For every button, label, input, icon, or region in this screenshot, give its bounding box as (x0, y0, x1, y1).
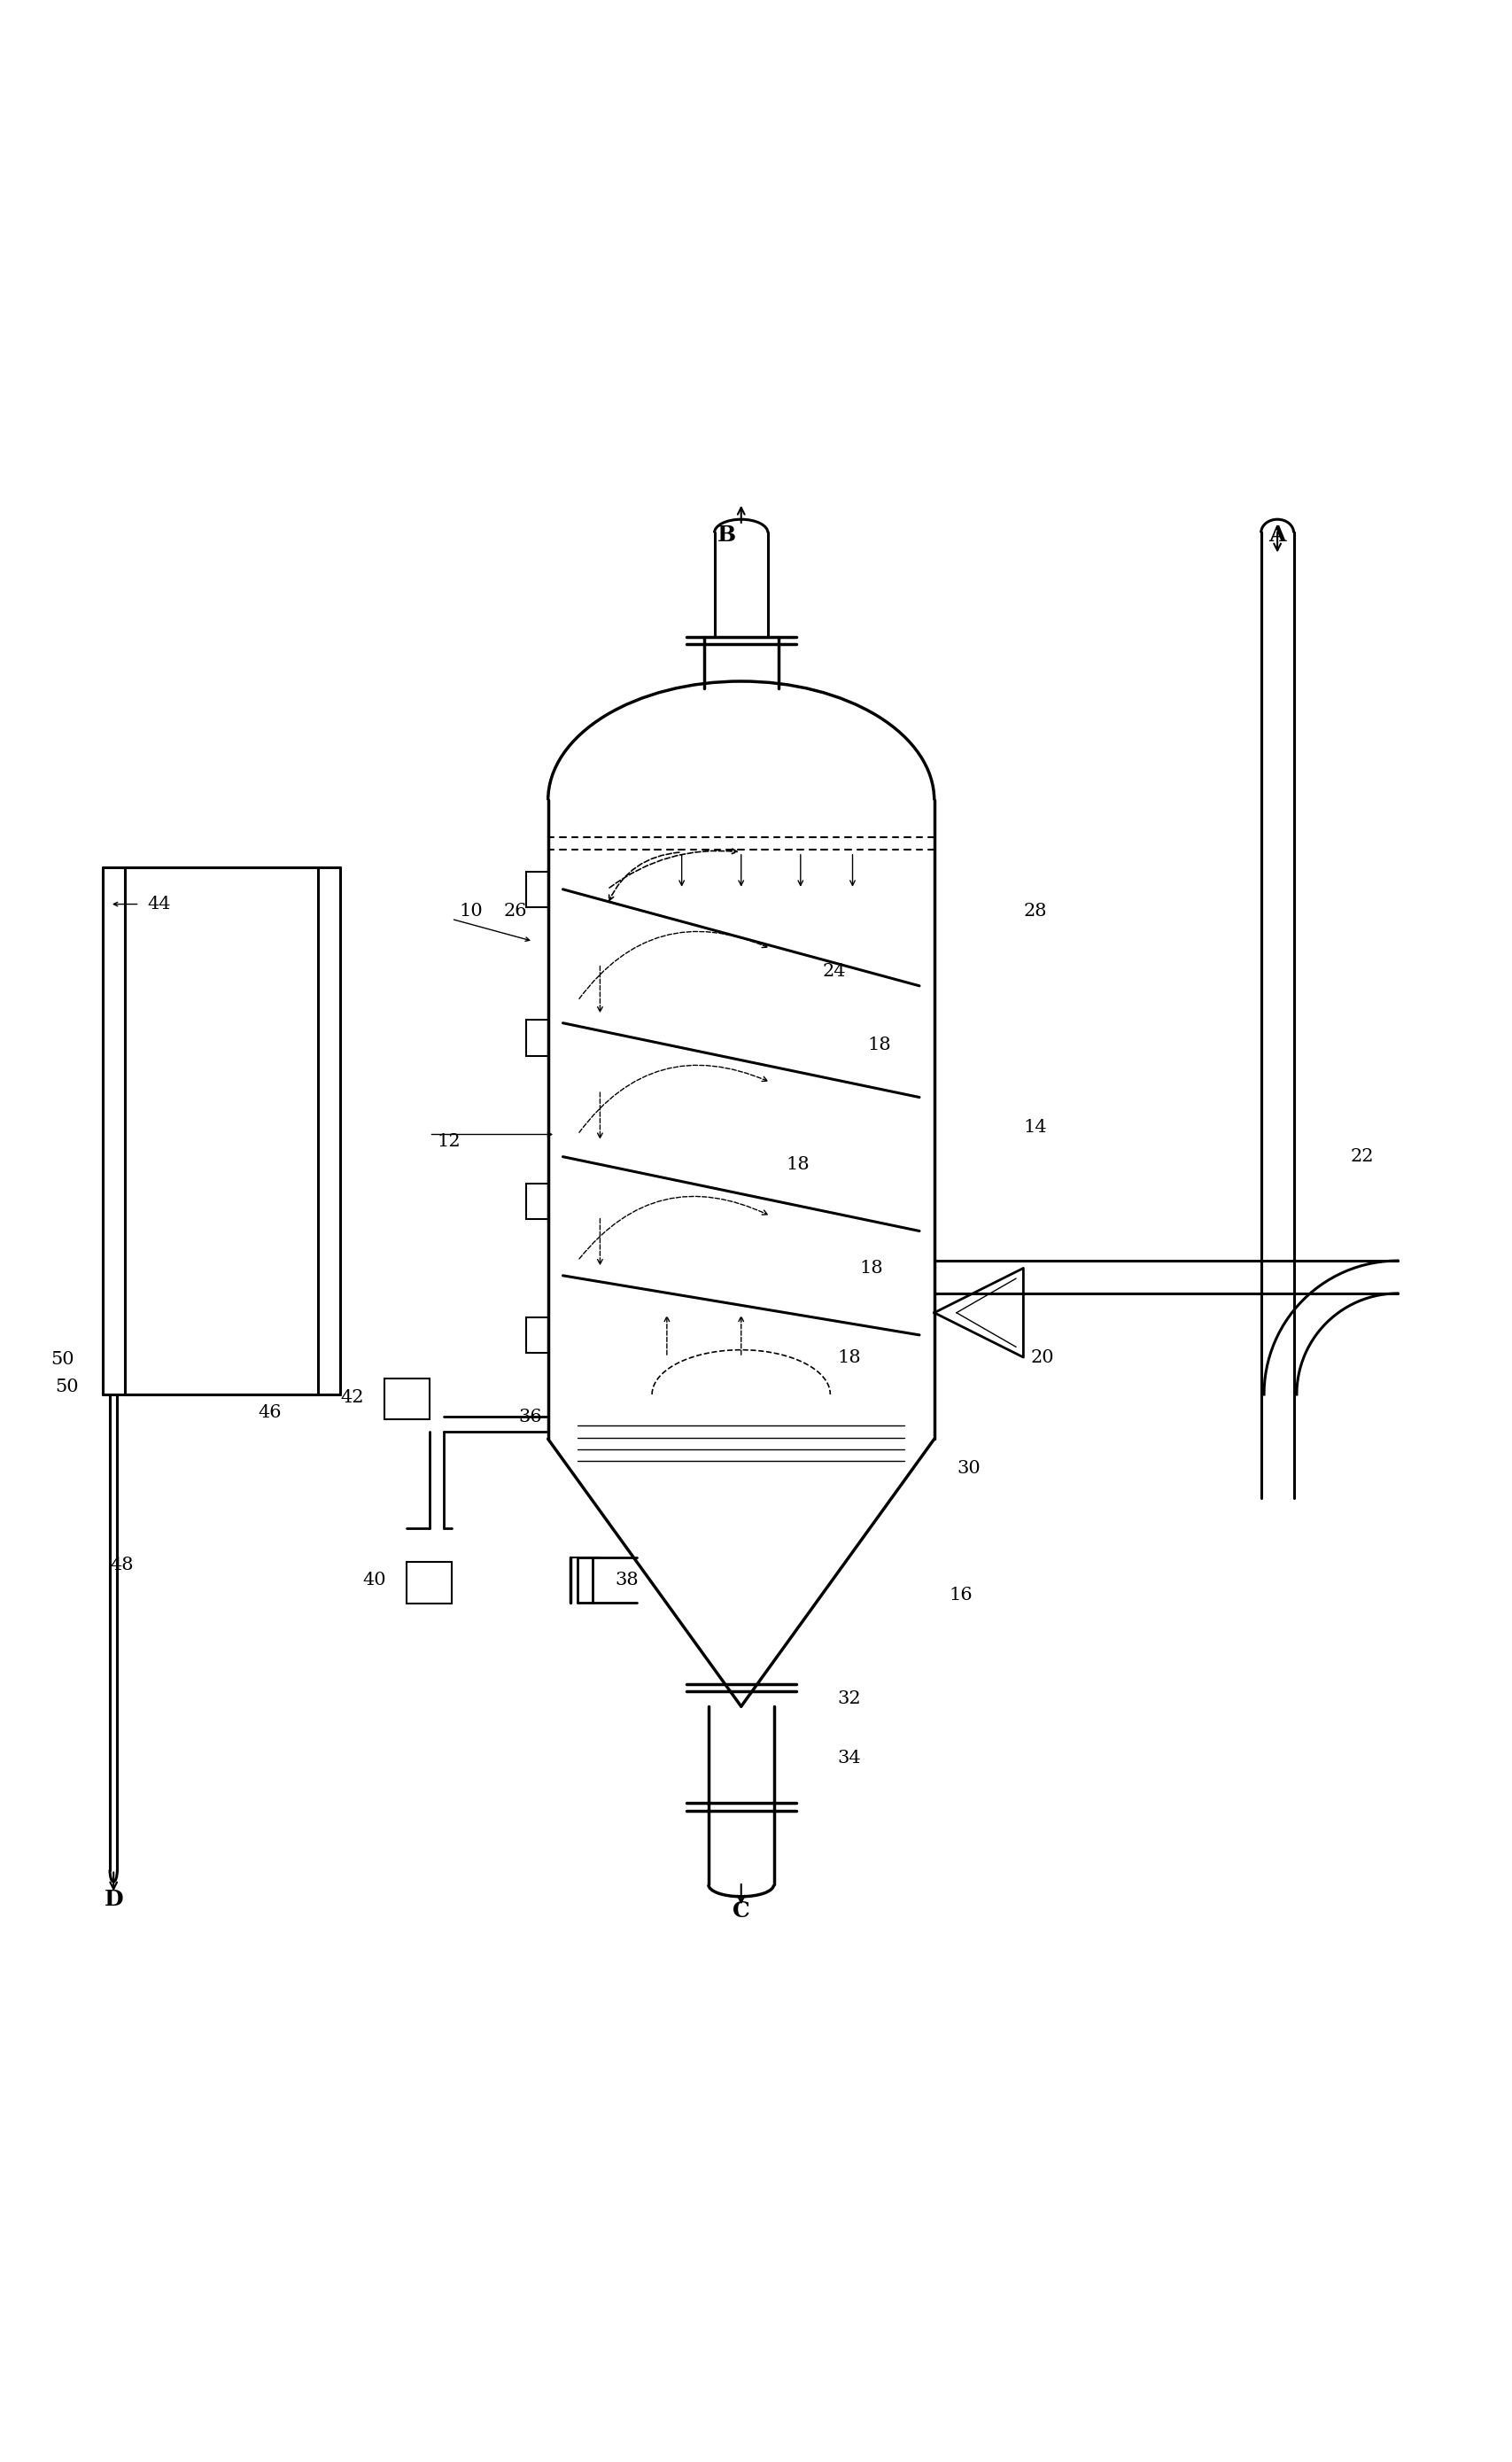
Text: 22: 22 (1350, 1147, 1373, 1165)
Text: 36: 36 (519, 1408, 541, 1425)
Text: 38: 38 (615, 1571, 638, 1588)
Text: B: B (717, 524, 736, 547)
Text: 32: 32 (838, 1691, 862, 1709)
Text: 44: 44 (147, 896, 171, 913)
Text: 46: 46 (259, 1403, 281, 1421)
Bar (526, 872, 547, 906)
Text: 50: 50 (50, 1352, 74, 1369)
Text: 18: 18 (860, 1261, 883, 1278)
Text: 18: 18 (838, 1349, 862, 1366)
Text: 12: 12 (437, 1133, 460, 1150)
Text: 40: 40 (363, 1571, 386, 1588)
Text: 18: 18 (868, 1037, 891, 1054)
Text: C: C (732, 1901, 750, 1923)
Text: 30: 30 (957, 1460, 980, 1477)
Text: A: A (1269, 524, 1287, 547)
Text: 48: 48 (110, 1556, 133, 1573)
Text: 28: 28 (1024, 904, 1046, 921)
Text: 50: 50 (54, 1379, 79, 1396)
Bar (526, 1019, 547, 1056)
Text: 10: 10 (460, 904, 482, 921)
Text: 18: 18 (786, 1155, 809, 1172)
Text: 24: 24 (823, 963, 847, 980)
Bar (526, 1184, 547, 1219)
Text: 26: 26 (503, 904, 528, 921)
Text: 14: 14 (1024, 1118, 1046, 1135)
Text: 42: 42 (340, 1389, 363, 1406)
Bar (407, 1563, 452, 1603)
Bar (384, 1379, 429, 1421)
Text: 20: 20 (1031, 1349, 1054, 1366)
Text: D: D (104, 1888, 122, 1911)
Bar (526, 1317, 547, 1352)
Text: 16: 16 (950, 1586, 972, 1603)
Text: 34: 34 (838, 1750, 862, 1768)
